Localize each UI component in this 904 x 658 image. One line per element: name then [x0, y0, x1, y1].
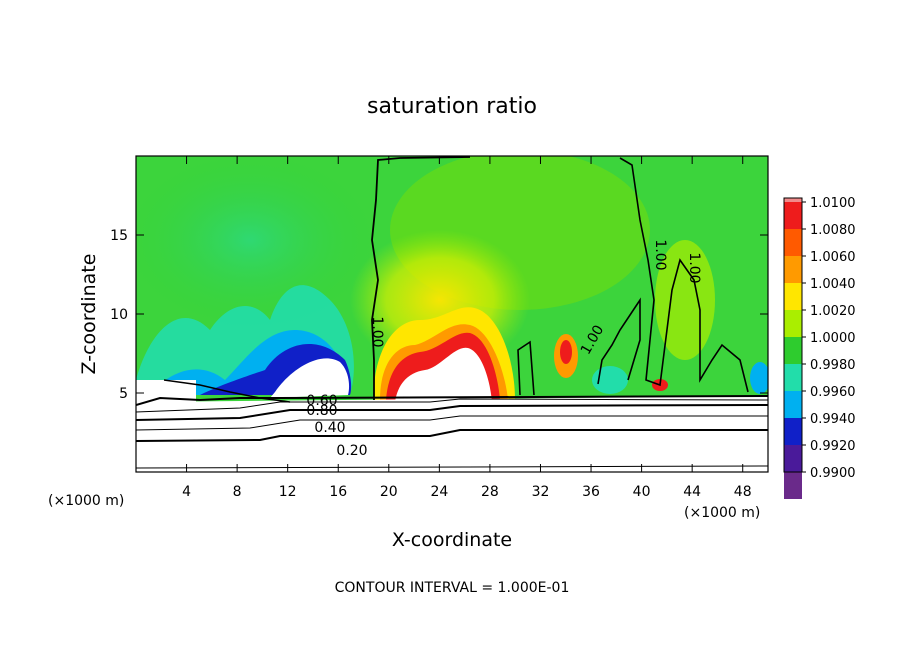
- colorbar-swatch: [784, 283, 802, 310]
- colorbar-swatch: [784, 198, 802, 202]
- contour-line: [517, 340, 535, 396]
- stable-layer: [136, 396, 768, 472]
- x-tick-label: 20: [380, 484, 398, 500]
- x-tick-label: 24: [430, 484, 448, 500]
- contour-interval-note: CONTOUR INTERVAL = 1.000E-01: [335, 580, 570, 596]
- contour-label: 0.60: [306, 393, 337, 409]
- colorbar-swatch: [784, 472, 802, 499]
- x-tick-label: 12: [279, 484, 297, 500]
- x-axis: 4 8 12 16 20 24 28 32 36 40 44 48: [182, 156, 752, 500]
- colorbar: 1.0100 1.0080 1.0060 1.0040 1.0020 1.0000 0.99…: [783, 196, 856, 499]
- x-tick-label: 8: [233, 484, 242, 500]
- colorbar-label: 1.0060: [810, 250, 856, 265]
- colorbar-swatch: [784, 364, 802, 391]
- colorbar-swatch: [784, 391, 802, 418]
- colorbar-label: 1.0000: [810, 331, 856, 346]
- colorbar-label: 1.0080: [810, 223, 856, 238]
- contour-lines: [136, 156, 768, 469]
- colorbar-label: 1.0100: [810, 196, 856, 211]
- colorbar-frame: [783, 197, 803, 473]
- stable-layer: [136, 380, 196, 405]
- contour-label: 0.40: [314, 420, 345, 436]
- contour-line: [163, 379, 291, 403]
- colorbar-label: 0.9900: [810, 466, 856, 481]
- contour-line: [371, 156, 471, 400]
- contour-line: [136, 398, 768, 413]
- colorbar-label: 0.9940: [810, 412, 856, 427]
- x-tick-label: 28: [481, 484, 499, 500]
- contour-line: [136, 404, 768, 421]
- y-axis: 5 10 15: [110, 228, 768, 402]
- colorbar-swatch: [784, 310, 802, 337]
- x-tick-label: 44: [683, 484, 701, 500]
- contour-line: [597, 297, 641, 385]
- colorbar-label: 0.9920: [810, 439, 856, 454]
- contour-labels: 1.001.001.001.000.600.800.400.20: [306, 239, 702, 459]
- colorbar-label: 0.9980: [810, 358, 856, 373]
- x-unit-label: (×1000 m): [48, 493, 124, 509]
- colorbar-swatch: [784, 229, 802, 256]
- field-region: [136, 156, 380, 330]
- contour-label: 0.20: [336, 443, 367, 459]
- x-tick-label: 32: [532, 484, 550, 500]
- colorbar-label: 1.0040: [810, 277, 856, 292]
- colorbar-swatch: [784, 445, 802, 472]
- contour-line: [136, 395, 768, 406]
- colorbar-swatch: [784, 337, 802, 364]
- colorbar-swatch: [784, 202, 802, 229]
- contour-line: [136, 465, 768, 469]
- x-tick-label: 4: [182, 484, 191, 500]
- field-region: [750, 362, 768, 394]
- contour-line: [136, 415, 768, 431]
- x-tick-label: 16: [329, 484, 347, 500]
- field-region: [395, 347, 492, 402]
- x-axis-label: X-coordinate: [392, 529, 512, 551]
- y-tick-label: 5: [119, 386, 128, 402]
- contour-label: 1.00: [686, 252, 702, 283]
- y-tick-label: 10: [110, 307, 128, 323]
- contour-line: [619, 157, 749, 393]
- field-region: [592, 366, 628, 394]
- field-region: [560, 340, 572, 364]
- colorbar-label: 0.9960: [810, 385, 856, 400]
- contour-label: 0.80: [306, 403, 337, 419]
- x-tick-label: 48: [734, 484, 752, 500]
- contour-line: [136, 429, 768, 442]
- y-tick-label: 15: [110, 228, 128, 244]
- y-axis-label: Z-coordinate: [78, 254, 100, 375]
- x-tick-label: 36: [582, 484, 600, 500]
- colorbar-swatch: [784, 418, 802, 445]
- chart-title: saturation ratio: [367, 94, 537, 119]
- contour-label: 1.00: [652, 239, 668, 270]
- x-unit-label-right: (×1000 m): [684, 505, 760, 521]
- contour-label: 1.00: [369, 316, 385, 347]
- x-tick-label: 40: [633, 484, 651, 500]
- colorbar-swatch: [784, 256, 802, 283]
- field-region: [270, 358, 350, 398]
- colorbar-label: 1.0020: [810, 304, 856, 319]
- plot-area: [136, 156, 768, 472]
